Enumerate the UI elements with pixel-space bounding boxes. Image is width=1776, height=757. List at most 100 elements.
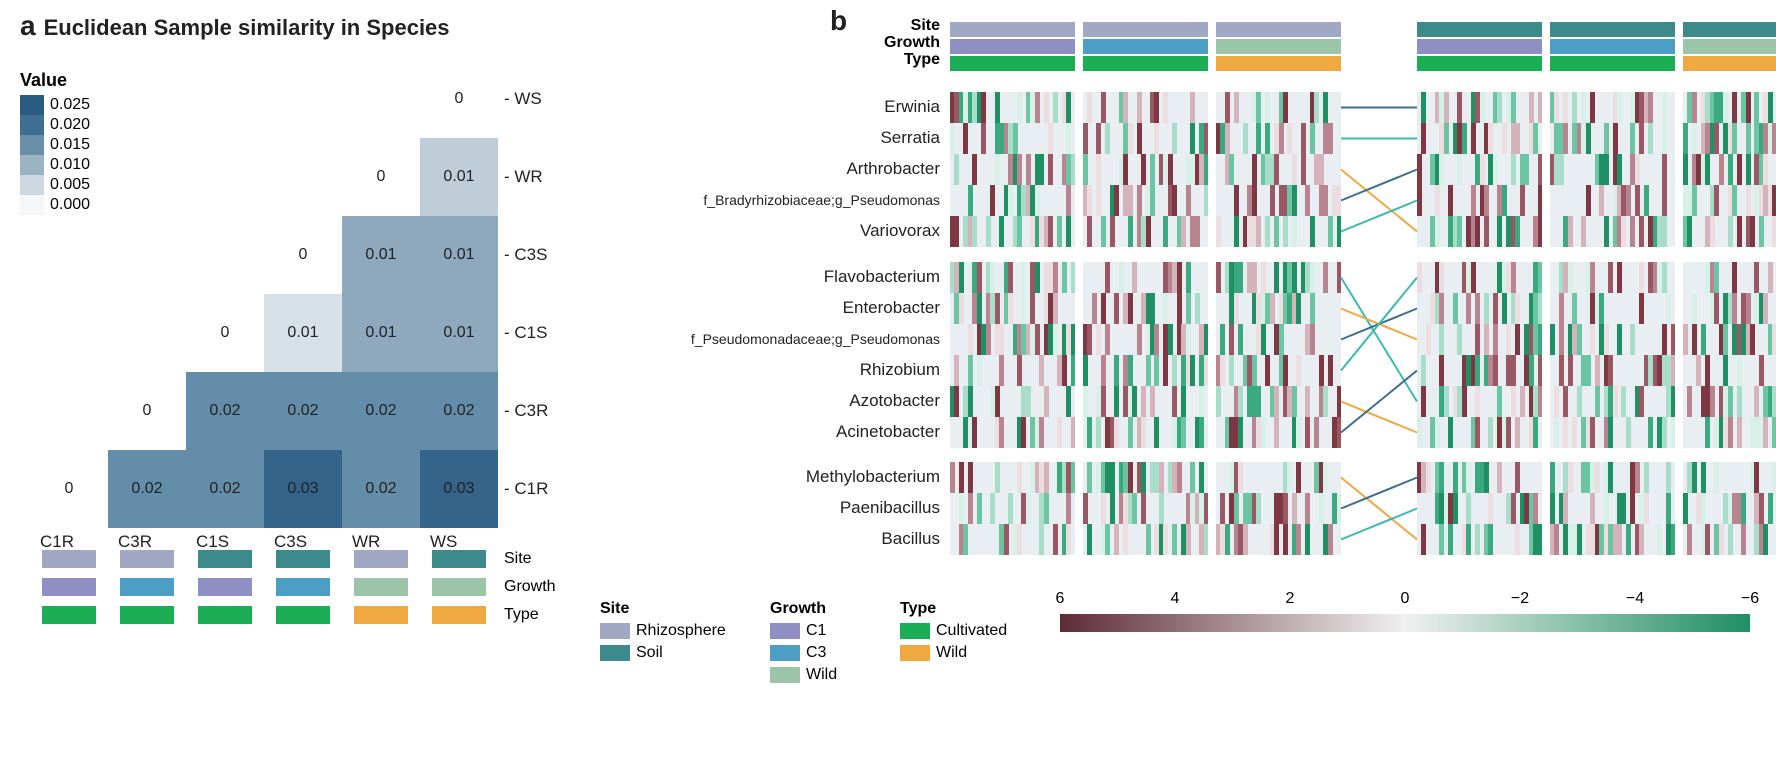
colorbar-tick: −6: [1741, 590, 1759, 608]
legend-growth: Growth C1C3Wild: [770, 600, 837, 688]
heat-block: [1216, 92, 1341, 247]
colorbar-tick: 4: [1171, 590, 1180, 608]
annot-bar-b: [1683, 22, 1776, 37]
annot-bar-a: [432, 606, 486, 624]
heatmap-a-cell: 0.03: [264, 450, 342, 528]
colorbar-gradient: [1060, 614, 1750, 632]
heat-block: [1083, 262, 1208, 448]
colorbar-tick: 2: [1286, 590, 1295, 608]
colorbar-tick: 0: [1401, 590, 1410, 608]
panel-a-label: a: [20, 10, 36, 42]
annot-bar-b: [1083, 22, 1208, 37]
heat-block: [1083, 92, 1208, 247]
heatmap-a-cell: 0.02: [342, 450, 420, 528]
row-label-b: Methylobacterium: [600, 467, 940, 487]
annot-bar-b: [1683, 39, 1776, 54]
annot-bar-b: [1417, 56, 1542, 71]
heatmap-a-cell: 0: [108, 372, 186, 450]
annot-bar-b: [1550, 56, 1675, 71]
annot-title-b: Site: [600, 17, 940, 35]
annot-bar-a: [120, 606, 174, 624]
x-label-a: C1R: [40, 532, 74, 552]
annot-bar-a: [276, 606, 330, 624]
y-label-a: - WR: [504, 167, 543, 187]
row-label-b: f_Bradyrhizobiaceae;g_Pseudomonas: [600, 192, 940, 208]
heatmap-a-cell: 0.02: [342, 372, 420, 450]
heatmap-a-cell: 0.01: [342, 216, 420, 294]
heatmap-a-cell: 0: [342, 138, 420, 216]
heat-block: [950, 92, 1075, 247]
y-label-a: - C3R: [504, 401, 548, 421]
heat-block: [1550, 462, 1675, 555]
x-label-a: C1S: [196, 532, 229, 552]
heatmap-a-cell: 0: [186, 294, 264, 372]
x-label-a: WS: [430, 532, 457, 552]
colorbar-tick: −2: [1511, 590, 1529, 608]
y-label-a: - C1R: [504, 479, 548, 499]
heatmap-a-cell: 0.02: [108, 450, 186, 528]
annot-bar-a: [42, 550, 96, 568]
annot-bar-b: [950, 56, 1075, 71]
annot-bar-b: [1417, 22, 1542, 37]
heat-block: [1216, 262, 1341, 448]
heatmap-a-cell: 0.03: [420, 450, 498, 528]
heat-block: [1417, 262, 1542, 448]
heatmap-a-cell: 0.02: [186, 372, 264, 450]
annot-bar-a: [120, 578, 174, 596]
heatmap-a-cell: 0: [420, 60, 498, 138]
annot-bar-b: [1550, 39, 1675, 54]
x-label-a: C3R: [118, 532, 152, 552]
heatmap-a-cell: 0.01: [420, 138, 498, 216]
legend-site: Site RhizosphereSoil: [600, 600, 726, 666]
colorbar-tick: 6: [1056, 590, 1065, 608]
row-label-b: Enterobacter: [600, 298, 940, 318]
heat-block: [1683, 462, 1776, 555]
annot-bar-a: [432, 550, 486, 568]
panel-a-header: a Euclidean Sample similarity in Species: [20, 10, 600, 42]
legend-growth-title: Growth: [770, 600, 837, 618]
annot-bar-a: [276, 550, 330, 568]
annot-bar-a: [354, 606, 408, 624]
annot-bar-a: [354, 578, 408, 596]
annot-title-b: Type: [600, 51, 940, 69]
annot-bar-a: [42, 606, 96, 624]
annot-bar-b: [1083, 39, 1208, 54]
legend-type: Type CultivatedWild: [900, 600, 1007, 666]
annot-bar-a: [120, 550, 174, 568]
heat-block: [1683, 262, 1776, 448]
heat-block: [1550, 262, 1675, 448]
x-label-a: WR: [352, 532, 380, 552]
annot-bar-a: [42, 578, 96, 596]
row-label-b: Erwinia: [600, 97, 940, 117]
annot-bar-a: [198, 606, 252, 624]
annot-bar-b: [1216, 39, 1341, 54]
panel-a-title: Euclidean Sample similarity in Species: [44, 15, 450, 41]
heatmap-a-cell: 0: [30, 450, 108, 528]
heatmap-a-cell: 0: [264, 216, 342, 294]
heat-block: [1083, 462, 1208, 555]
y-label-a: - C3S: [504, 245, 547, 265]
row-label-b: Rhizobium: [600, 360, 940, 380]
annot-title-b: Growth: [600, 34, 940, 52]
legend-item: Cultivated: [900, 622, 1007, 640]
row-label-b: Serratia: [600, 128, 940, 148]
legend-item: Soil: [600, 644, 726, 662]
y-label-a: - C1S: [504, 323, 547, 343]
heatmap-a-cell: 0.01: [264, 294, 342, 372]
row-label-b: Acinetobacter: [600, 422, 940, 442]
annot-bar-b: [950, 22, 1075, 37]
row-label-b: Flavobacterium: [600, 267, 940, 287]
heatmap-a-cell: 0.01: [342, 294, 420, 372]
heatmap-a-cell: 0.02: [186, 450, 264, 528]
annot-bar-b: [1216, 56, 1341, 71]
heatmap-a-cell: 0.02: [420, 372, 498, 450]
annot-bar-b: [950, 39, 1075, 54]
heat-block: [950, 462, 1075, 555]
annot-row-title-a: Growth: [504, 578, 556, 596]
annot-row-title-a: Type: [504, 606, 539, 624]
row-label-b: Arthrobacter: [600, 159, 940, 179]
legend-item: C3: [770, 644, 837, 662]
heat-block: [1683, 92, 1776, 247]
legend-item: Wild: [900, 644, 1007, 662]
row-label-b: Bacillus: [600, 529, 940, 549]
